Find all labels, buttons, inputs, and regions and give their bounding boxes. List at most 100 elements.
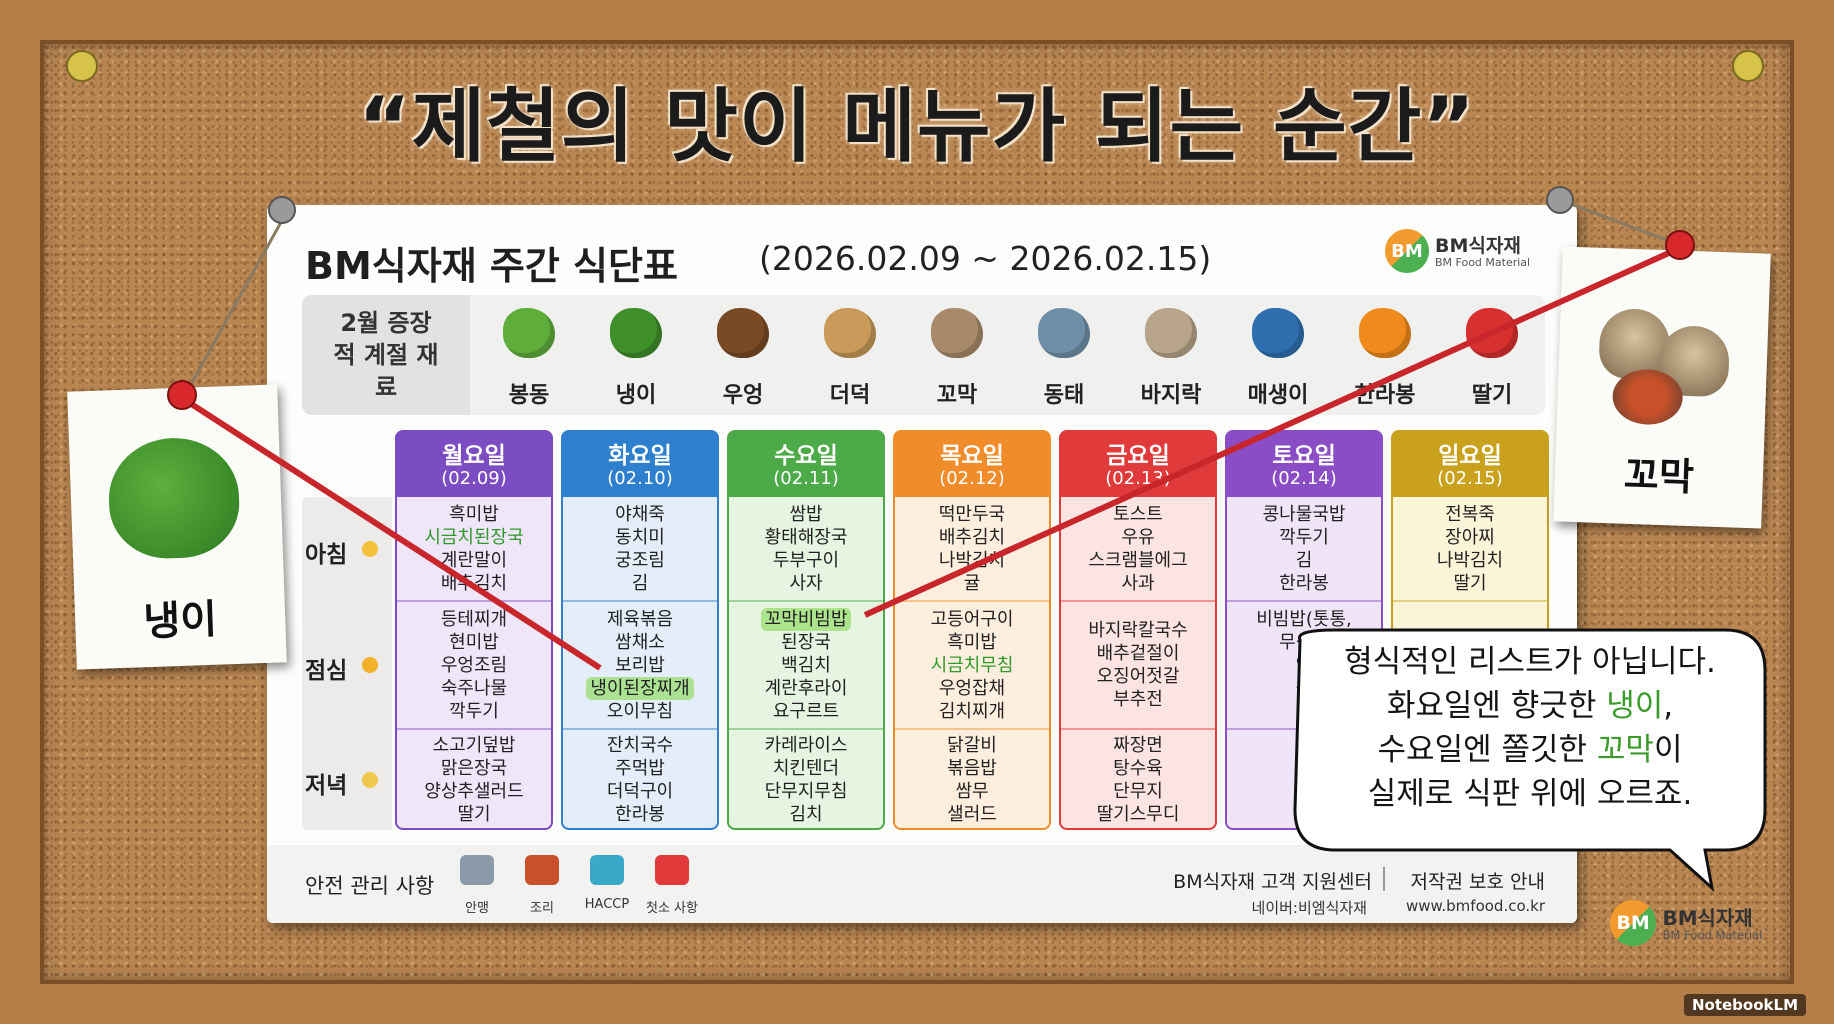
- menu-item: 더덕구이: [606, 781, 674, 802]
- menu-item: 계란후라이: [764, 677, 848, 699]
- brand-logo: BM BM식자재 BM Food Material: [1610, 900, 1780, 956]
- menu-item: 흑미밥: [449, 503, 499, 525]
- menu-item: 야채죽: [615, 503, 665, 525]
- ingredient-name: 바지락: [1140, 383, 1202, 408]
- day-date: (02.15): [1437, 468, 1503, 489]
- watermark: NotebookLM: [1683, 994, 1806, 1016]
- menu-item: 깍두기: [449, 700, 499, 722]
- menu-item: 단무지: [1113, 781, 1163, 802]
- bubble-text: 실제로 식판 위에 오르죠.: [1367, 776, 1693, 812]
- ingredient-name: 냉이: [615, 383, 657, 408]
- menu-item: 딸기스무디: [1096, 804, 1180, 825]
- ingredient-icon: [823, 308, 876, 358]
- footer-naver: 네이버:비엠식자재: [1251, 899, 1367, 917]
- row-divider: [1225, 600, 1383, 602]
- menu-item: 숙주나물: [440, 677, 508, 699]
- menu-item: 등테찌개: [440, 608, 508, 630]
- menu-item: 나박김치: [1436, 549, 1504, 571]
- footer-icon-label: HACCP: [584, 897, 630, 912]
- day-date: (02.11): [773, 468, 839, 489]
- menu-item: 쌈무: [955, 781, 989, 802]
- row-divider: [561, 600, 719, 602]
- meal-label: 아침: [305, 541, 348, 568]
- menu-item: 한라봉: [615, 804, 665, 825]
- footer-icon-label: 안맹: [465, 901, 489, 916]
- meal-icon: [362, 657, 378, 673]
- row-divider: [893, 728, 1051, 730]
- meal-label: 점심: [305, 658, 348, 684]
- footer-support: BM식자재 고객 지원센터: [1173, 871, 1372, 893]
- ingredient-name: 동태: [1043, 383, 1085, 408]
- bubble-text: 이: [1653, 732, 1683, 768]
- ingredient-name: 더덕: [829, 383, 871, 408]
- menu-item: 잔치국수: [606, 735, 674, 756]
- menu-item: 사과: [1121, 572, 1155, 594]
- logo-mark: BM: [1385, 229, 1429, 273]
- menu-item: 우엉조림: [440, 654, 508, 676]
- menu-item: 배추김치: [938, 526, 1006, 548]
- day-header: 화요일 (02.10): [561, 430, 719, 497]
- menu-item: 제육볶음: [606, 608, 674, 630]
- row-divider: [1391, 600, 1549, 602]
- footer-icon-label: 조리: [530, 901, 554, 916]
- day-header: 수요일 (02.11): [727, 430, 885, 497]
- bubble-text: 수요일엔 쫄깃한: [1377, 732, 1597, 768]
- meal-label: 저녁: [305, 773, 348, 799]
- menu-item: 보리밥: [615, 654, 665, 676]
- sheet-title: BM식자재 주간 식단표: [305, 244, 678, 288]
- ingredient-icon: [930, 308, 983, 358]
- menu-item: 꼬막비빔밥: [760, 607, 852, 631]
- day-name: 금요일: [1106, 443, 1170, 469]
- menu-item: 카레라이스: [764, 735, 848, 756]
- logo-sub: BM Food Material: [1435, 256, 1531, 269]
- menu-item: 소고기덮밥: [432, 735, 516, 756]
- bubble-text: 화요일엔 향긋한: [1386, 688, 1607, 724]
- menu-item: 양상추샐러드: [424, 781, 524, 802]
- menu-item: 시금치무침: [930, 654, 1014, 676]
- day-date: (02.12): [939, 468, 1005, 489]
- menu-item: 오징어젓갈: [1096, 666, 1180, 687]
- meal-cell: 쌈밥 황태해장국 두부구이 사자: [727, 497, 885, 600]
- menu-item: 쌈밥: [789, 503, 823, 525]
- ingredient-name: 매생이: [1247, 383, 1309, 408]
- menu-item: 귤: [963, 572, 981, 594]
- day-header: 목요일 (02.12): [893, 430, 1051, 497]
- bubble-text: 꼬막: [1596, 732, 1654, 768]
- day-date: (02.14): [1271, 468, 1337, 489]
- menu-item: 두부구이: [772, 549, 840, 571]
- page-title: “제철의 맛이 메뉴가 되는 순간”: [358, 80, 1476, 173]
- bubble-text: ,: [1663, 688, 1674, 724]
- bubble-line: 수요일엔 쫄깃한 꼬막이: [1295, 728, 1765, 772]
- day-date: (02.09): [441, 468, 507, 489]
- bubble-text: 냉이: [1606, 688, 1664, 724]
- day-name: 수요일: [774, 443, 838, 469]
- ingredient-icon: [716, 308, 769, 358]
- ingredient-icon: [609, 308, 662, 358]
- logo-name: BM식자재: [1662, 906, 1753, 931]
- menu-item: 된장국: [781, 631, 831, 653]
- day-name: 월요일: [442, 443, 506, 469]
- logo-mark: BM: [1610, 900, 1657, 947]
- day-body: [727, 497, 885, 830]
- day-header: 월요일 (02.09): [395, 430, 553, 497]
- ingredient-name: 봉동: [508, 383, 550, 408]
- day-name: 화요일: [608, 443, 672, 469]
- speech-bubble: 형식적인 리스트가 아닙니다. 화요일엔 향긋한 냉이, 수요일엔 쫄깃한 꼬막이 실…: [1295, 640, 1765, 816]
- menu-item: 전복죽: [1445, 503, 1495, 525]
- footer-icon: [590, 855, 624, 885]
- menu-item: 볶음밥: [947, 758, 997, 779]
- meal-icon: [362, 772, 378, 788]
- menu-item: 황태해장국: [764, 526, 848, 548]
- meal-cell: 콩나물국밥 깍두기 김 한라봉: [1225, 497, 1383, 600]
- meal-cell: 토스트 우유 스크램블에그 사과: [1059, 497, 1217, 600]
- menu-item: 쌈채소: [615, 631, 665, 653]
- meal-cell: 고등어구이 흑미밥 시금치무침 우엉잡채 김치찌개: [893, 602, 1051, 728]
- menu-item: 탕수육: [1113, 758, 1163, 779]
- footer-url: www.bmfood.co.kr: [1405, 897, 1545, 915]
- footer-safety: 안전 관리 사항: [305, 874, 435, 898]
- menu-item: 냉이된장찌개: [586, 676, 694, 700]
- menu-item: 사자: [789, 572, 823, 594]
- menu-item: 콩나물국밥: [1262, 503, 1346, 525]
- meal-cell: 전복죽 장아찌 나박김치 딸기: [1391, 497, 1549, 600]
